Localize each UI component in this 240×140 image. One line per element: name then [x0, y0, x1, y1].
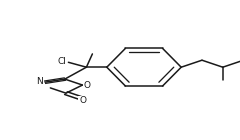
- Text: N: N: [36, 77, 43, 86]
- Text: Cl: Cl: [57, 57, 66, 66]
- Text: O: O: [83, 81, 90, 90]
- Text: O: O: [79, 96, 86, 105]
